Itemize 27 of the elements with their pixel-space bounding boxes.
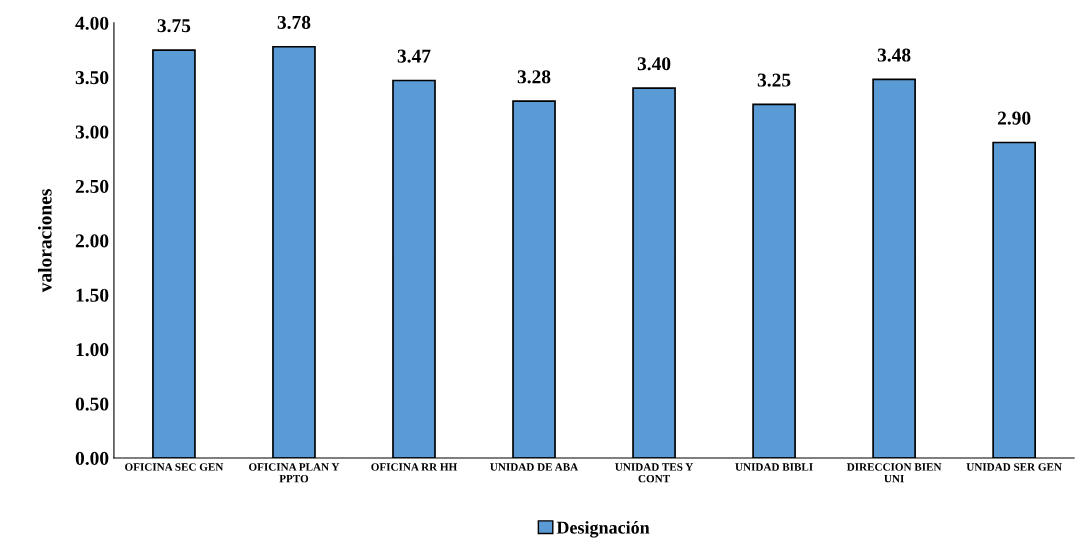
data-label: 3.28 — [517, 70, 551, 84]
y-axis-title: valoraciones — [37, 189, 52, 293]
data-label: 2.90 — [997, 111, 1031, 125]
y-tick-label: 3.50 — [75, 71, 109, 85]
y-tick-label: 1.00 — [76, 343, 109, 357]
x-tick-label: OFICINA PLAN Y PPTO — [249, 463, 340, 483]
x-tick-label: UNIDAD TES Y CONT — [615, 463, 694, 483]
data-label: 3.47 — [397, 49, 431, 63]
y-tick-label: 0.50 — [75, 397, 109, 411]
x-tick-label: DIRECCION BIEN UNI — [846, 463, 942, 483]
x-tick-label: UNIDAD SER GEN — [966, 463, 1062, 471]
y-tick-label: 3.00 — [75, 125, 109, 139]
data-label: 3.75 — [157, 19, 191, 33]
x-tick-label: UNIDAD BIBLI — [735, 463, 813, 471]
y-tick-label: 2.00 — [75, 234, 109, 248]
y-tick-label: 4.00 — [75, 16, 109, 30]
data-label: 3.25 — [757, 73, 791, 87]
x-tick-label: OFICINA RR HH — [371, 463, 458, 471]
data-label: 3.40 — [637, 57, 671, 71]
data-label: 3.78 — [277, 15, 311, 30]
y-tick-label: 0.00 — [75, 451, 109, 466]
x-tick-label: UNIDAD DE ABA — [490, 463, 579, 471]
y-tick-label: 1.50 — [76, 288, 109, 302]
legend-label: Designación — [556, 521, 650, 538]
y-tick-label: 2.50 — [75, 179, 109, 194]
data-label: 3.48 — [877, 48, 911, 62]
x-tick-label: OFICINA SEC GEN — [125, 463, 224, 471]
